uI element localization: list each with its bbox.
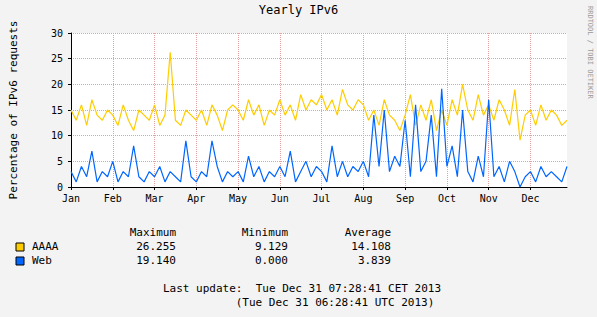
svg-text:Percentage of IPv6 requests: Percentage of IPv6 requests [7,21,20,200]
svg-text:19.140: 19.140 [136,254,176,267]
svg-text:Jan: Jan [62,193,80,204]
svg-text:9.129: 9.129 [255,240,288,253]
svg-text:Apr: Apr [187,193,205,204]
svg-text:Aug: Aug [354,193,372,204]
svg-text:May: May [229,193,247,204]
svg-text:(Tue Dec 31 06:28:41 UTC 2013): (Tue Dec 31 06:28:41 UTC 2013) [236,296,435,309]
svg-text:Oct: Oct [438,193,456,204]
svg-text:Web: Web [32,254,52,267]
svg-text:3.839: 3.839 [358,254,391,267]
svg-text:25: 25 [51,53,63,64]
svg-text:Last update: Tue Dec 31 07:28: Last update: Tue Dec 31 07:28:41 CET 201… [163,282,441,295]
svg-text:14.108: 14.108 [351,240,391,253]
svg-text:AAAA: AAAA [32,240,59,253]
svg-text:10: 10 [51,130,63,141]
svg-text:Yearly IPv6: Yearly IPv6 [259,3,338,17]
svg-text:5: 5 [57,156,63,167]
svg-text:Sep: Sep [396,193,414,204]
svg-text:15: 15 [51,105,63,116]
svg-text:20: 20 [51,79,63,90]
svg-text:Average: Average [345,226,391,239]
svg-text:Dec: Dec [521,193,539,204]
svg-text:0.000: 0.000 [255,254,288,267]
svg-text:Minimum: Minimum [242,226,289,239]
svg-text:Jun: Jun [271,193,289,204]
svg-text:0: 0 [57,182,63,193]
svg-text:Nov: Nov [480,193,498,204]
svg-text:RRDTOOL / TOBI OETIKER: RRDTOOL / TOBI OETIKER [586,6,594,100]
svg-text:Jul: Jul [313,193,331,204]
svg-text:30: 30 [51,28,63,39]
svg-text:Maximum: Maximum [130,226,177,239]
svg-text:Mar: Mar [146,193,164,204]
svg-text:26.255: 26.255 [136,240,176,253]
svg-text:Feb: Feb [104,193,122,204]
